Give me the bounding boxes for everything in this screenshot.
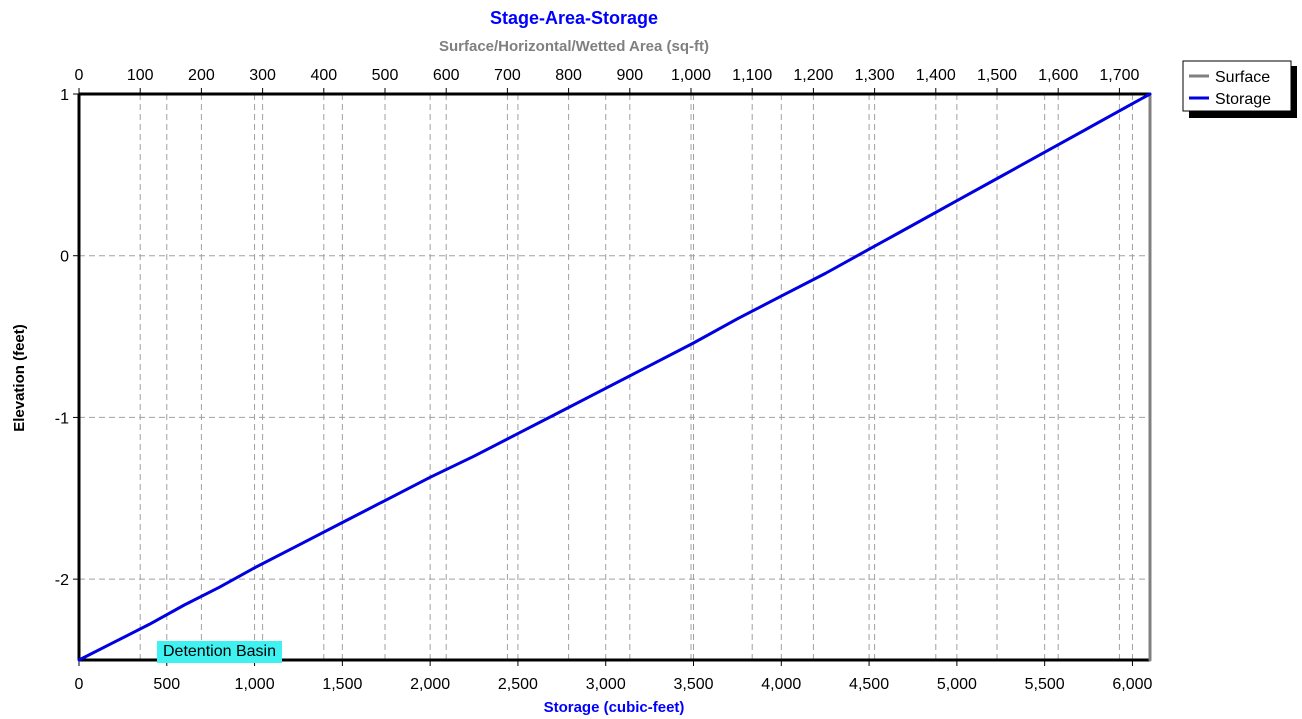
top-x-tick-label: 100 (127, 67, 154, 84)
top-x-tick-label: 900 (616, 67, 643, 84)
x-tick-label: 5,000 (937, 676, 977, 693)
chart-title: Stage-Area-Storage (490, 8, 658, 28)
axis-ticks: 0 500 1,000 1,500 2,000 2,500 3,000 3,500 4,000 4… (55, 67, 1153, 693)
series-line-storage (77, 92, 1152, 662)
top-x-tick-label: 0 (75, 67, 84, 84)
x-tick-label: 3,000 (586, 676, 626, 693)
top-x-tick-label: 1,400 (916, 67, 956, 84)
x-tick-label: 4,500 (849, 676, 889, 693)
top-x-tick-label: 1,600 (1038, 67, 1078, 84)
y-tick-label: -1 (55, 410, 69, 427)
x-axis-label: Storage (cubic-feet) (544, 699, 685, 716)
legend: Surface Storage (1182, 60, 1297, 118)
detention-basin-label: Detention Basin (157, 641, 282, 663)
top-x-tick-label: 1,700 (1099, 67, 1139, 84)
top-x-tick-label: 300 (249, 67, 276, 84)
legend-surface-label: Surface (1215, 69, 1270, 86)
top-x-tick-label: 1,200 (793, 67, 833, 84)
top-x-tick-label: 400 (310, 67, 337, 84)
top-x-tick-label: 700 (494, 67, 521, 84)
y-axis-label: Elevation (feet) (11, 324, 28, 432)
top-x-tick-label: 500 (372, 67, 399, 84)
y-tick-label: 1 (60, 87, 69, 104)
x-tick-label: 0 (75, 676, 84, 693)
x-tick-label: 5,500 (1025, 676, 1065, 693)
top-x-tick-label: 1,000 (671, 67, 711, 84)
top-x-tick-label: 800 (555, 67, 582, 84)
x-tick-label: 3,500 (673, 676, 713, 693)
y-tick-label: 0 (60, 249, 69, 266)
x-tick-label: 6,000 (1112, 676, 1152, 693)
top-x-tick-label: 200 (188, 67, 215, 84)
top-x-tick-label: 1,300 (855, 67, 895, 84)
legend-box (1182, 60, 1292, 112)
top-axis-label: Surface/Horizontal/Wetted Area (sq-ft) (439, 38, 709, 55)
x-tick-label: 4,000 (761, 676, 801, 693)
y-tick-label: -2 (55, 572, 69, 589)
x-tick-label: 2,500 (498, 676, 538, 693)
series-lines (77, 92, 1152, 662)
x-tick-label: 1,000 (235, 676, 275, 693)
grid-lines (79, 94, 1150, 660)
x-tick-label: 500 (153, 676, 180, 693)
top-x-tick-label: 1,500 (977, 67, 1017, 84)
top-x-tick-label: 600 (433, 67, 460, 84)
legend-storage-label: Storage (1215, 91, 1271, 108)
x-tick-label: 2,000 (410, 676, 450, 693)
x-tick-label: 1,500 (322, 676, 362, 693)
top-x-tick-label: 1,100 (732, 67, 772, 84)
